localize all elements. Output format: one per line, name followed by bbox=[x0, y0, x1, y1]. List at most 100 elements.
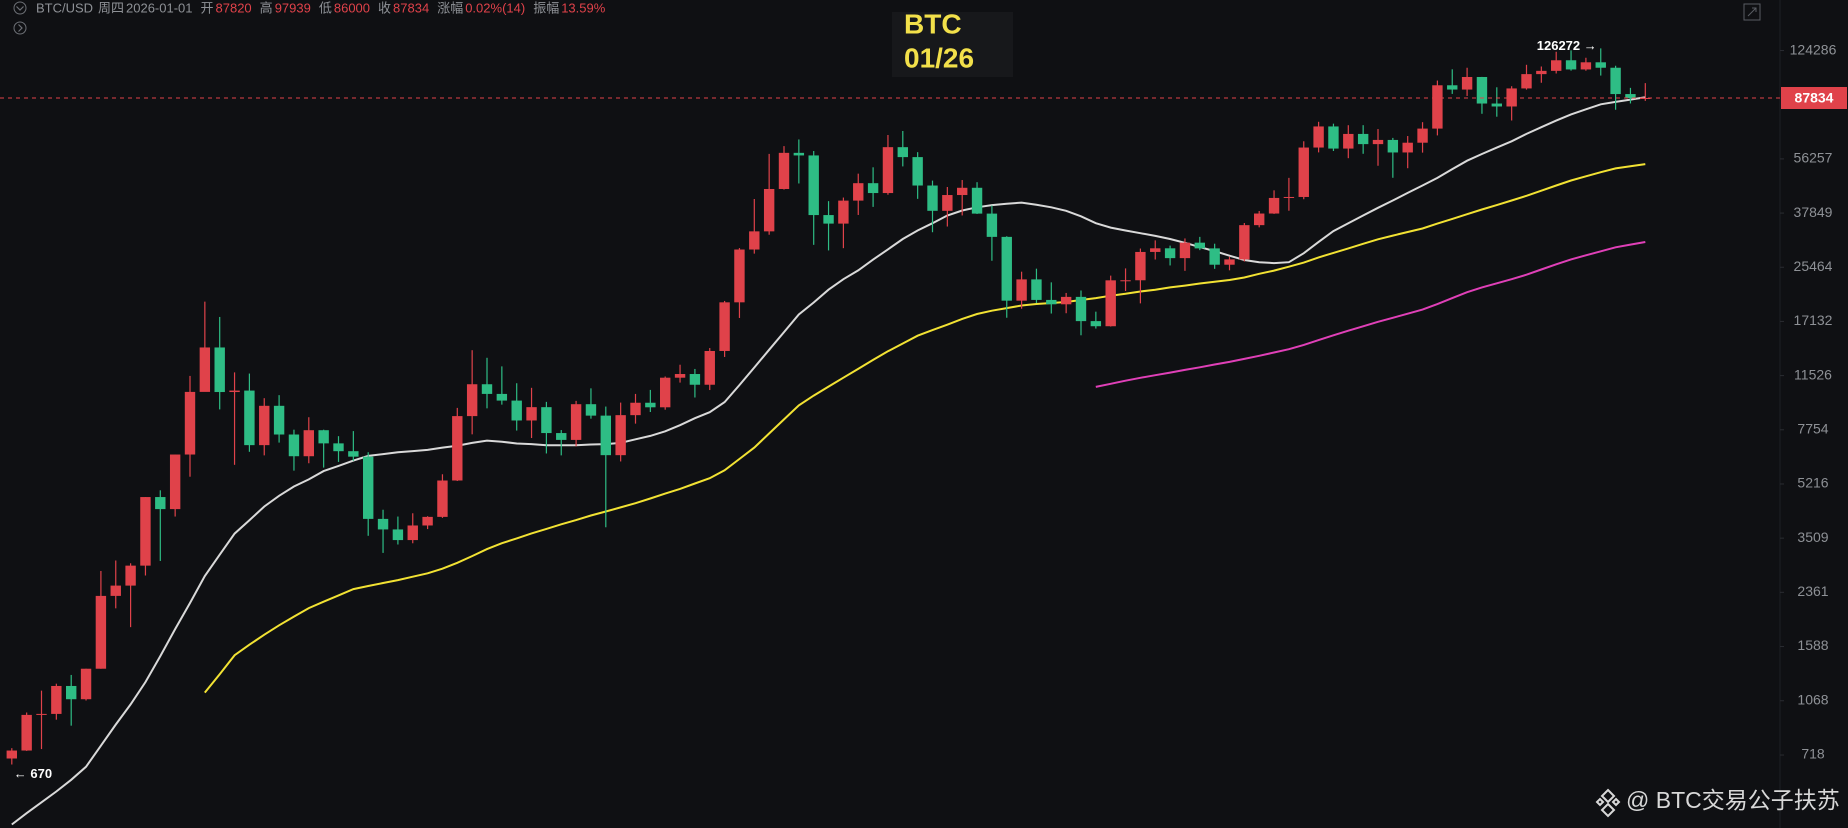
y-tick-label: 1588 bbox=[1797, 637, 1828, 653]
y-tick-label: 11526 bbox=[1794, 366, 1832, 382]
candle-body bbox=[541, 407, 552, 434]
candle-body bbox=[853, 183, 864, 201]
candle-body bbox=[1179, 242, 1191, 259]
overlay-date: 01/26 bbox=[904, 42, 974, 73]
candle-body bbox=[140, 497, 151, 566]
candle-body bbox=[1372, 139, 1384, 145]
header: BTC/USD 周四 2026-01-01 开 87820 高 97939 低 86000… bbox=[36, 0, 606, 15]
candle-body bbox=[1595, 62, 1606, 68]
candle-body bbox=[957, 187, 968, 196]
collapse-icon[interactable] bbox=[13, 1, 27, 15]
candle-body bbox=[1105, 280, 1116, 327]
expand-chevron bbox=[18, 24, 23, 32]
candle-body bbox=[303, 430, 314, 457]
candle-body bbox=[1194, 242, 1205, 249]
candle-body bbox=[80, 668, 92, 700]
candle-body bbox=[986, 213, 998, 237]
y-tick-label: 5216 bbox=[1797, 475, 1828, 491]
candle-body bbox=[1090, 321, 1102, 327]
y-tick-label: 25464 bbox=[1794, 258, 1833, 274]
symbol: BTC/USD bbox=[36, 0, 93, 15]
field-value: 0.02%(14) bbox=[465, 0, 525, 15]
candle-body bbox=[1164, 248, 1176, 259]
candle-body bbox=[689, 374, 701, 385]
last-price-label: 87834 bbox=[1795, 90, 1834, 106]
candle-body bbox=[704, 350, 715, 385]
candle-body bbox=[51, 685, 62, 714]
candle-body bbox=[1447, 85, 1458, 90]
candles-layer: 126272 → ← 670 bbox=[6, 38, 1651, 781]
moving-average bbox=[11, 96, 1646, 826]
candle-body bbox=[1506, 88, 1517, 107]
date: 2026-01-01 bbox=[126, 0, 193, 15]
moving-average bbox=[1095, 241, 1646, 388]
candle-body bbox=[1150, 248, 1161, 252]
candle-body bbox=[719, 302, 730, 351]
candle-body bbox=[556, 433, 567, 440]
candle-body bbox=[422, 516, 433, 526]
candle-body bbox=[466, 384, 478, 417]
overlay-title: BTC bbox=[904, 8, 962, 39]
candle-body bbox=[793, 152, 805, 156]
candle-body bbox=[882, 147, 894, 194]
candle-body bbox=[229, 390, 240, 393]
candle-body bbox=[273, 405, 285, 435]
candle-body bbox=[481, 384, 493, 394]
collapse-chevron bbox=[16, 6, 24, 11]
y-tick-label: 124286 bbox=[1790, 41, 1837, 57]
candle-body bbox=[615, 415, 626, 456]
watermark-icon bbox=[1595, 788, 1621, 818]
candle-body bbox=[1031, 279, 1042, 300]
candle-body bbox=[1625, 94, 1636, 99]
candle-body bbox=[95, 595, 107, 669]
y-tick-label: 37849 bbox=[1794, 204, 1833, 220]
candle-body bbox=[199, 347, 211, 392]
candle-body bbox=[155, 497, 166, 510]
candle-body bbox=[660, 377, 671, 408]
y-tick-label: 718 bbox=[1801, 746, 1825, 762]
candle-body bbox=[244, 390, 255, 446]
candle-body bbox=[333, 443, 344, 452]
max-label: 126272 → bbox=[1537, 38, 1597, 53]
candle-body bbox=[1075, 296, 1087, 322]
candle-body bbox=[645, 402, 656, 408]
fullscreen-icon[interactable] bbox=[1743, 3, 1761, 21]
candle-body bbox=[600, 415, 611, 456]
candle-body bbox=[110, 585, 121, 596]
candle-body bbox=[1209, 248, 1220, 265]
candle-body bbox=[823, 215, 834, 224]
candle-body bbox=[1491, 103, 1502, 107]
candle-body bbox=[1016, 279, 1027, 301]
candle-body bbox=[1343, 133, 1354, 149]
candle-body bbox=[927, 185, 938, 211]
candle-body bbox=[1283, 196, 1295, 198]
candle-body bbox=[1268, 197, 1280, 214]
candle-body bbox=[392, 529, 404, 541]
candle-body bbox=[1046, 299, 1057, 305]
candle-body bbox=[1402, 142, 1413, 153]
y-tick-label: 1068 bbox=[1797, 691, 1828, 707]
field-label: 开 bbox=[201, 0, 214, 15]
candle-body bbox=[1135, 251, 1146, 281]
fullscreen-arrow bbox=[1747, 7, 1757, 17]
y-tick-label: 56257 bbox=[1794, 150, 1833, 166]
candle-body bbox=[452, 416, 463, 481]
y-tick-label: 2361 bbox=[1797, 583, 1828, 599]
field-value: 87820 bbox=[216, 0, 252, 15]
candle-body bbox=[1254, 213, 1265, 226]
weekday: 周四 bbox=[98, 0, 124, 15]
candle-body bbox=[1461, 76, 1473, 90]
y-tick-label: 7754 bbox=[1797, 420, 1828, 436]
candle-body bbox=[1565, 60, 1577, 70]
candle-body bbox=[838, 200, 849, 224]
candle-body bbox=[36, 713, 47, 715]
field-label: 收 bbox=[378, 0, 391, 15]
candle-body bbox=[1551, 60, 1562, 71]
candle-body bbox=[1357, 133, 1369, 145]
candle-body bbox=[1060, 296, 1072, 305]
min-label: ← 670 bbox=[14, 766, 52, 781]
candle-body bbox=[749, 231, 760, 250]
expand-icon[interactable] bbox=[13, 21, 27, 35]
